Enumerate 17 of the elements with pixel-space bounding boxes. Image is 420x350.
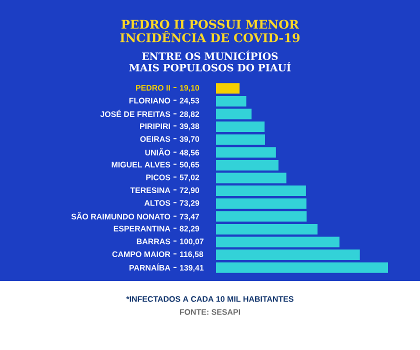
bar	[216, 211, 307, 222]
chart-title: PEDRO II POSSUI MENOR INCIDÊNCIA DE COVID-19	[120, 20, 300, 42]
bar	[216, 250, 360, 260]
bar	[216, 224, 318, 234]
bar	[216, 172, 286, 184]
bar	[216, 134, 265, 145]
bar	[216, 96, 246, 106]
chart-subtitle: ENTRE OS MUNICÍPIOS MAIS POPULOSOS DO PIAUÍ	[129, 50, 291, 72]
bar	[216, 108, 252, 120]
bar	[216, 236, 340, 248]
bar	[216, 122, 265, 132]
bar	[216, 83, 240, 94]
bar	[216, 160, 278, 170]
bar	[216, 147, 276, 158]
bar	[216, 186, 306, 196]
bar	[216, 198, 306, 209]
bar	[216, 262, 388, 273]
